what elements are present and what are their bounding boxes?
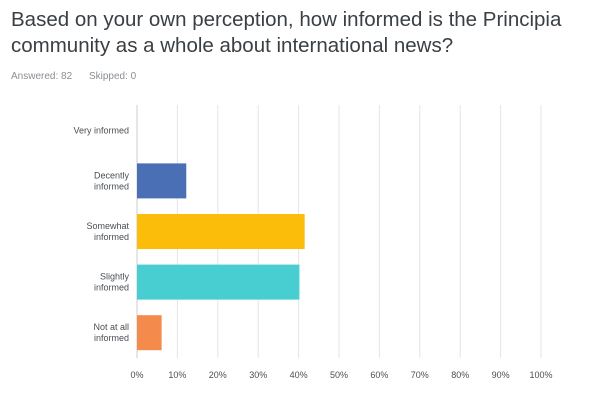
x-tick-label: 70% xyxy=(411,370,429,380)
x-tick-label: 0% xyxy=(130,370,143,380)
answered-count: Answered: 82 xyxy=(11,71,73,82)
skipped-count: Skipped: 0 xyxy=(88,71,137,82)
x-tick-label: 50% xyxy=(330,370,348,380)
x-tick-label: 60% xyxy=(370,370,388,380)
bar-not-at-all-informed xyxy=(137,315,162,351)
category-label: Very informed xyxy=(73,125,129,135)
x-tick-label: 80% xyxy=(451,370,469,380)
category-label: Not at all informed xyxy=(93,322,129,343)
bar-slightly-informed xyxy=(137,264,300,300)
category-label: Decently informed xyxy=(94,170,130,191)
x-tick-label: 40% xyxy=(290,370,308,380)
category-label: Somewhat informed xyxy=(86,221,129,242)
x-tick-label: 100% xyxy=(529,370,552,380)
x-tick-label: 20% xyxy=(209,370,227,380)
response-stats: Answered: 82 Skipped: 0 xyxy=(11,71,150,82)
x-tick-label: 90% xyxy=(492,370,510,380)
bar-decently-informed xyxy=(137,163,187,199)
category-label: Slightly informed xyxy=(94,272,130,293)
question-title: Based on your own perception, how inform… xyxy=(11,8,562,57)
bar-somewhat-informed xyxy=(137,214,305,249)
x-tick-label: 10% xyxy=(168,370,186,380)
x-tick-label: 30% xyxy=(249,370,267,380)
